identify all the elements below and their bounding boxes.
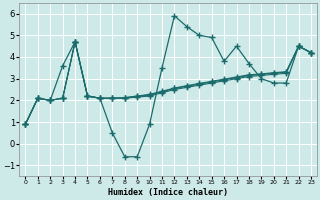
X-axis label: Humidex (Indice chaleur): Humidex (Indice chaleur): [108, 188, 228, 197]
